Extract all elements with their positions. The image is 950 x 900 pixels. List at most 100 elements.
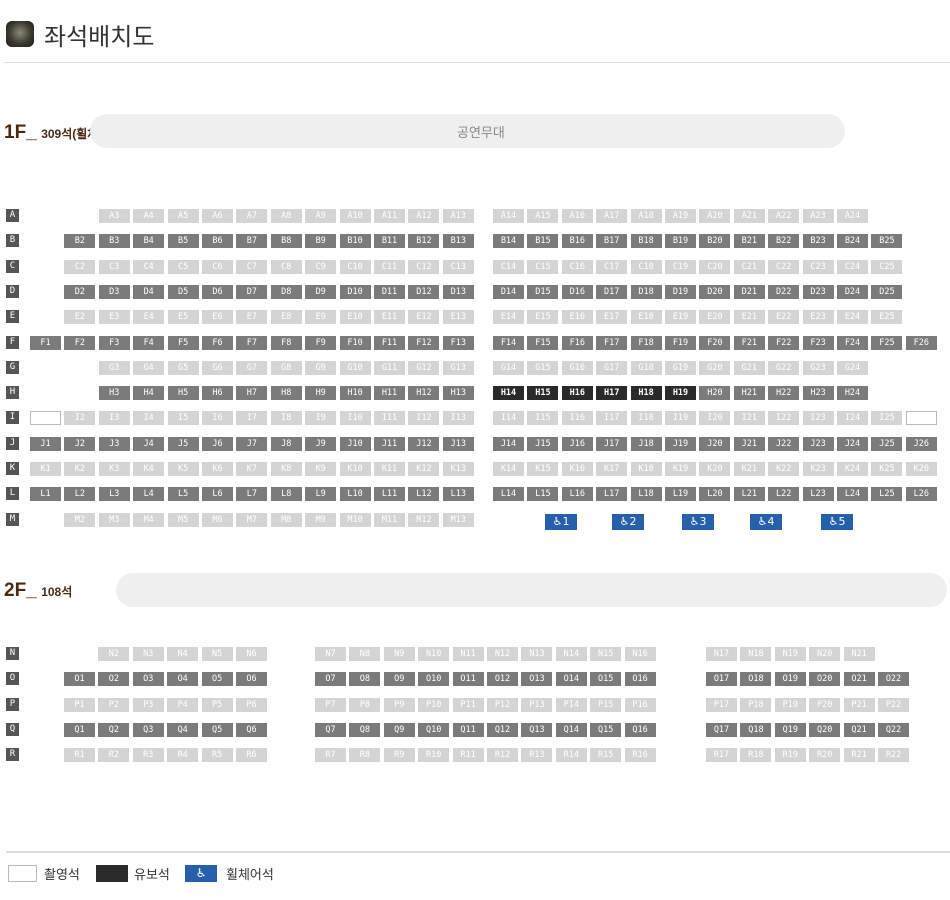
seat-o12[interactable]: O12 xyxy=(487,672,518,687)
seat-n18[interactable]: N18 xyxy=(740,647,772,661)
seat-j12[interactable]: J12 xyxy=(408,436,440,451)
seat-r10[interactable]: R10 xyxy=(418,748,450,763)
seat-n13[interactable]: N13 xyxy=(521,647,553,661)
seat-b4[interactable]: B4 xyxy=(133,234,165,249)
seat-n21[interactable]: N21 xyxy=(843,647,875,661)
seat-q12[interactable]: Q12 xyxy=(487,722,518,737)
seat-h15[interactable]: H15 xyxy=(527,386,559,401)
seat-o4[interactable]: O4 xyxy=(167,672,199,687)
seat-p15[interactable]: P15 xyxy=(590,697,622,712)
seat-i16[interactable]: I16 xyxy=(561,411,593,426)
seat-k13[interactable]: K13 xyxy=(442,462,474,476)
seat-d3[interactable]: D3 xyxy=(98,284,130,299)
seat-j13[interactable]: J13 xyxy=(442,436,474,451)
seat-f12[interactable]: F12 xyxy=(408,335,440,350)
seat-k5[interactable]: K5 xyxy=(167,462,199,476)
seat-l23[interactable]: L23 xyxy=(802,487,834,502)
seat-p17[interactable]: P17 xyxy=(706,697,737,712)
seat-c24[interactable]: C24 xyxy=(837,259,868,274)
seat-g15[interactable]: G15 xyxy=(527,360,559,375)
seat-e8[interactable]: E8 xyxy=(270,310,302,325)
seat-l10[interactable]: L10 xyxy=(339,487,371,502)
seat-j26[interactable]: J26 xyxy=(905,436,937,451)
seat-l25[interactable]: L25 xyxy=(871,487,903,502)
seat-i10[interactable]: I10 xyxy=(339,411,371,426)
seat-c25[interactable]: C25 xyxy=(871,259,903,274)
seat-m6[interactable]: M6 xyxy=(202,512,233,527)
seat-n16[interactable]: N16 xyxy=(624,647,656,661)
seat-b13[interactable]: B13 xyxy=(442,234,474,249)
seat-p3[interactable]: P3 xyxy=(132,697,164,712)
seat-k18[interactable]: K18 xyxy=(630,462,662,476)
seat-n14[interactable]: N14 xyxy=(555,647,587,661)
seat-m2[interactable]: M2 xyxy=(64,512,96,527)
seat-k9[interactable]: K9 xyxy=(305,462,337,476)
seat-m9[interactable]: M9 xyxy=(305,512,337,527)
seat-b12[interactable]: B12 xyxy=(408,234,440,249)
seat-l14[interactable]: L14 xyxy=(493,487,524,502)
seat-j15[interactable]: J15 xyxy=(527,436,559,451)
seat-l24[interactable]: L24 xyxy=(837,487,868,502)
wheelchair-seat-2[interactable]: ♿2 xyxy=(612,514,644,530)
seat-p19[interactable]: P19 xyxy=(774,697,806,712)
seat-k7[interactable]: K7 xyxy=(236,462,268,476)
seat-q5[interactable]: Q5 xyxy=(201,722,233,737)
seat-g3[interactable]: G3 xyxy=(98,360,130,375)
seat-g18[interactable]: G18 xyxy=(630,360,662,375)
seat-i12[interactable]: I12 xyxy=(408,411,440,426)
seat-d12[interactable]: D12 xyxy=(408,284,440,299)
seat-n4[interactable]: N4 xyxy=(167,647,199,661)
seat-d16[interactable]: D16 xyxy=(561,284,593,299)
seat-b9[interactable]: B9 xyxy=(305,234,337,249)
seat-j24[interactable]: J24 xyxy=(837,436,868,451)
seat-f25[interactable]: F25 xyxy=(871,335,903,350)
seat-j8[interactable]: J8 xyxy=(270,436,302,451)
seat-q14[interactable]: Q14 xyxy=(555,722,587,737)
seat-g10[interactable]: G10 xyxy=(339,360,371,375)
seat-h24[interactable]: H24 xyxy=(837,386,868,401)
seat-c6[interactable]: C6 xyxy=(202,259,233,274)
seat-o10[interactable]: O10 xyxy=(418,672,450,687)
seat-l13[interactable]: L13 xyxy=(442,487,474,502)
seat-l8[interactable]: L8 xyxy=(270,487,302,502)
seat-q16[interactable]: Q16 xyxy=(624,722,656,737)
seat-d2[interactable]: D2 xyxy=(64,284,96,299)
seat-i5[interactable]: I5 xyxy=(167,411,199,426)
seat-g22[interactable]: G22 xyxy=(768,360,800,375)
seat-n8[interactable]: N8 xyxy=(349,647,381,661)
seat-m7[interactable]: M7 xyxy=(236,512,268,527)
seat-q8[interactable]: Q8 xyxy=(349,722,381,737)
seat-j14[interactable]: J14 xyxy=(493,436,524,451)
seat-f7[interactable]: F7 xyxy=(236,335,268,350)
seat-i2[interactable]: I2 xyxy=(64,411,96,426)
seat-f2[interactable]: F2 xyxy=(64,335,96,350)
seat-j6[interactable]: J6 xyxy=(202,436,233,451)
seat-l11[interactable]: L11 xyxy=(374,487,405,502)
seat-b23[interactable]: B23 xyxy=(802,234,834,249)
seat-h7[interactable]: H7 xyxy=(236,386,268,401)
seat-k26[interactable]: K26 xyxy=(905,462,937,476)
seat-c20[interactable]: C20 xyxy=(699,259,731,274)
wheelchair-seat-4[interactable]: ♿4 xyxy=(750,514,782,530)
seat-i7[interactable]: I7 xyxy=(236,411,268,426)
seat-a3[interactable]: A3 xyxy=(98,209,130,223)
seat-l7[interactable]: L7 xyxy=(236,487,268,502)
seat-c12[interactable]: C12 xyxy=(408,259,440,274)
seat-d15[interactable]: D15 xyxy=(527,284,559,299)
seat-c19[interactable]: C19 xyxy=(665,259,696,274)
seat-c3[interactable]: C3 xyxy=(98,259,130,274)
seat-r6[interactable]: R6 xyxy=(236,748,267,763)
seat-o15[interactable]: O15 xyxy=(590,672,622,687)
seat-i6[interactable]: I6 xyxy=(202,411,233,426)
seat-c17[interactable]: C17 xyxy=(596,259,628,274)
seat-h11[interactable]: H11 xyxy=(374,386,405,401)
seat-h17[interactable]: H17 xyxy=(596,386,628,401)
seat-n5[interactable]: N5 xyxy=(201,647,233,661)
seat-j11[interactable]: J11 xyxy=(374,436,405,451)
seat-n15[interactable]: N15 xyxy=(590,647,622,661)
seat-k2[interactable]: K2 xyxy=(64,462,96,476)
seat-k20[interactable]: K20 xyxy=(699,462,731,476)
seat-n3[interactable]: N3 xyxy=(132,647,164,661)
seat-b24[interactable]: B24 xyxy=(837,234,868,249)
seat-a6[interactable]: A6 xyxy=(202,209,233,223)
